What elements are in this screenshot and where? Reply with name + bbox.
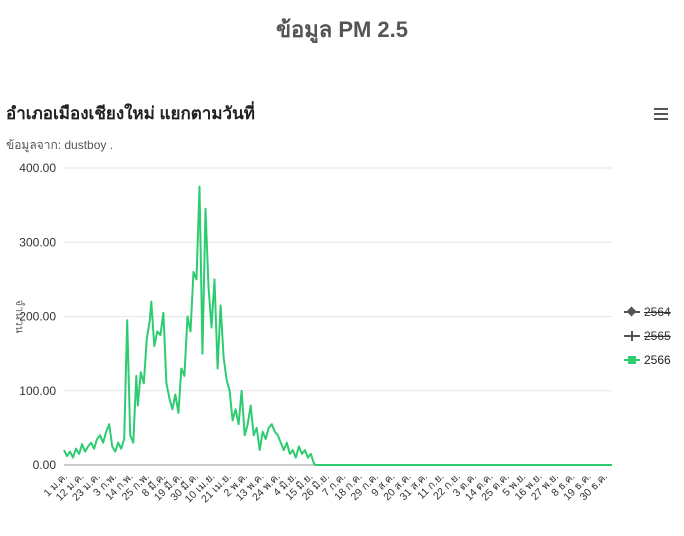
y-tick-label: 300.00 [19, 235, 56, 249]
y-tick-label: 100.00 [19, 384, 56, 398]
y-tick-label: 200.00 [19, 310, 56, 324]
legend-item-2564[interactable]: 2564 [624, 300, 671, 324]
page-title: ข้อมูล PM 2.5 [275, 17, 409, 42]
legend-item-2566[interactable]: 2566 [624, 348, 671, 372]
legend-label-2566: 2566 [644, 353, 671, 367]
chart-legend: 2564 2565 2566 [624, 300, 671, 372]
legend-item-2565[interactable]: 2565 [624, 324, 671, 348]
y-axis-title: จำนวน [13, 300, 25, 334]
hamburger-menu-icon[interactable] [654, 108, 668, 123]
y-tick-label: 400.00 [19, 161, 56, 175]
y-tick-label: 0.00 [33, 458, 57, 472]
legend-label-2565: 2565 [644, 329, 671, 343]
series-line-2566 [63, 185, 612, 466]
legend-square-icon [624, 354, 640, 366]
chart-subtitle: ข้อมูลจาก: dustboy . [6, 138, 114, 152]
legend-cross-icon [624, 330, 640, 342]
chart-title: อำเภอเมืองเชียงใหม่ แยกตามวันที่ [6, 104, 255, 123]
legend-diamond-icon [624, 306, 640, 318]
legend-label-2564: 2564 [644, 305, 671, 319]
